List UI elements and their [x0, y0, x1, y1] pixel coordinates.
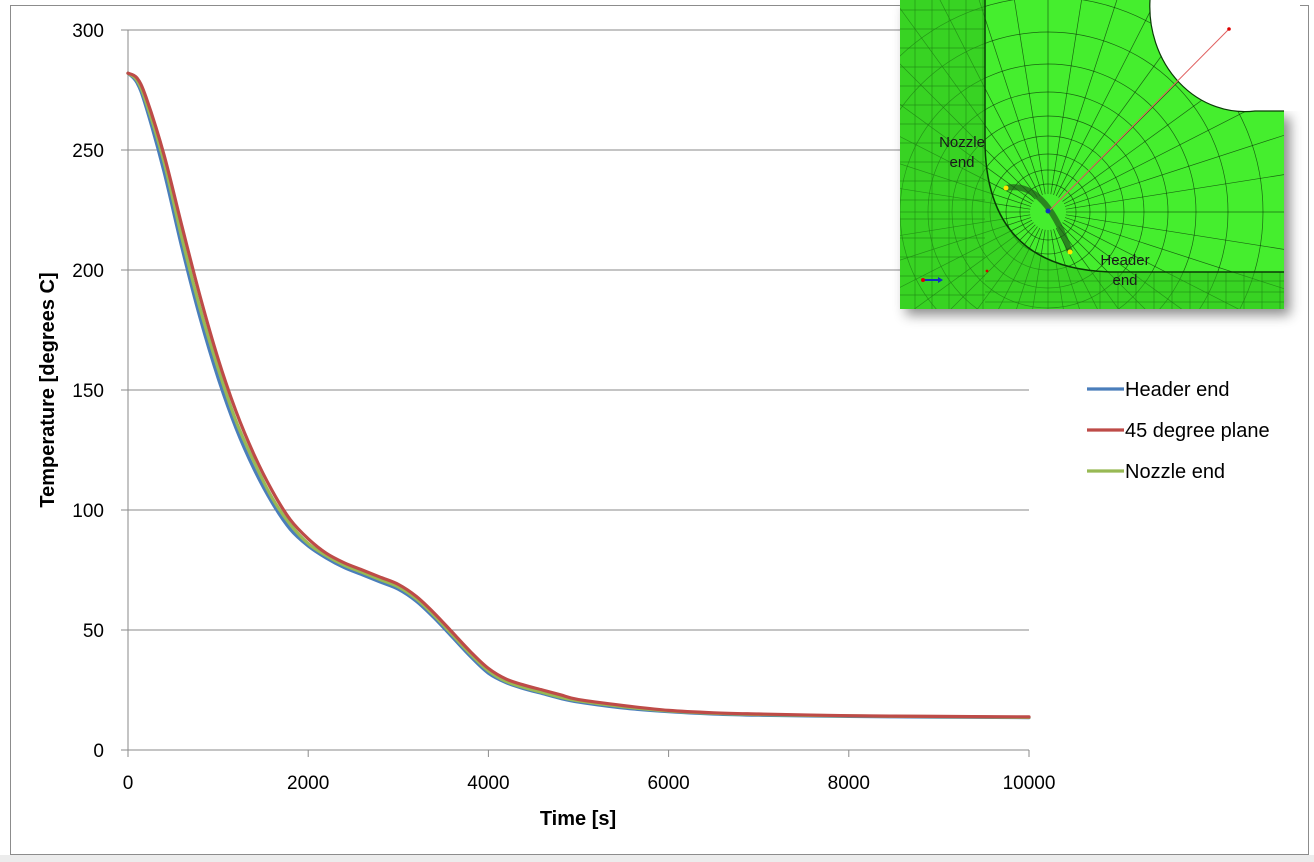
nozzle-end-label-line2: end — [949, 154, 974, 171]
x-tick-label: 4000 — [467, 773, 509, 794]
mesh-hole-edge — [1149, 0, 1284, 113]
y-tick-label: 50 — [83, 621, 104, 642]
legend-label: Nozzle end — [1125, 461, 1225, 483]
mesh-radial-line — [1014, 0, 1046, 195]
mesh-radial-line — [1065, 174, 1284, 210]
x-tick-label: 0 — [123, 773, 134, 794]
marker-red-point — [985, 269, 989, 273]
section-line — [1047, 28, 1230, 213]
weld-arc — [1005, 184, 1073, 253]
mesh-radial-line — [1053, 0, 1118, 195]
inset-mesh-image: Nozzle end Header end — [900, 0, 1300, 309]
mesh-shading — [900, 0, 1284, 309]
mesh-radial-line — [978, 0, 1043, 195]
x-tick-label: 2000 — [287, 773, 329, 794]
mesh-ring-line — [900, 0, 1264, 309]
mesh-ring-line — [900, 63, 1197, 309]
bottom-strip — [0, 855, 1314, 862]
nozzle-end-label-line1: Nozzle — [939, 134, 985, 151]
chart-frame — [10, 5, 1309, 855]
series-line-nozzle-end — [126, 71, 1031, 719]
marker-blue-point — [1045, 208, 1051, 214]
axes — [121, 29, 1030, 757]
x-tick-label: 6000 — [647, 773, 689, 794]
mesh-radial-line — [1063, 91, 1284, 205]
mesh-ring-line — [1005, 169, 1091, 255]
series-line-45-degree-plane — [126, 71, 1031, 719]
mesh-ring-line — [1019, 183, 1077, 241]
header-end-label-line2: end — [1112, 272, 1137, 289]
gridlines — [128, 29, 1029, 631]
mesh-radial-line — [1060, 224, 1146, 309]
x-tick-label: 8000 — [828, 773, 870, 794]
marker-yellow-point — [1067, 249, 1073, 255]
y-tick-label: 300 — [72, 21, 104, 42]
coordinate-triad-icon — [921, 277, 943, 283]
series-line-header-end — [126, 71, 1031, 720]
x-tick-label: 10000 — [1003, 773, 1056, 794]
mesh-ring-line — [900, 31, 1229, 309]
marker-yellow-point — [1003, 185, 1009, 191]
y-tick-label: 250 — [72, 141, 104, 162]
mesh-radial-line — [1062, 222, 1183, 309]
mesh-radial-line — [1050, 0, 1082, 195]
tick-labels: 0 50 100 150 200 250 300 0 2000 4000 6000 8000 10000 — [72, 21, 1055, 794]
mesh-radial-line — [1065, 214, 1284, 250]
marker-red-point — [1227, 27, 1231, 31]
header-end-label-line1: Header — [1100, 252, 1149, 269]
y-tick-label: 150 — [72, 381, 104, 402]
series-lines — [126, 71, 1031, 720]
x-axis-title: Time [s] — [540, 808, 616, 830]
legend-label: 45 degree plane — [1125, 420, 1270, 442]
y-tick-label: 200 — [72, 261, 104, 282]
legend-label: Header end — [1125, 379, 1230, 401]
y-axis-title: Temperature [degrees C] — [37, 272, 59, 507]
legend: Header end 45 degree plane Nozzle end — [1087, 379, 1270, 483]
mesh-fillet-edge — [984, 0, 1284, 273]
y-tick-label: 100 — [72, 501, 104, 522]
mesh-radial-line — [1055, 0, 1157, 197]
mesh-radial-line — [1065, 134, 1284, 207]
mesh-hole-cutout — [1149, 0, 1300, 112]
y-tick-label: 0 — [93, 741, 104, 762]
